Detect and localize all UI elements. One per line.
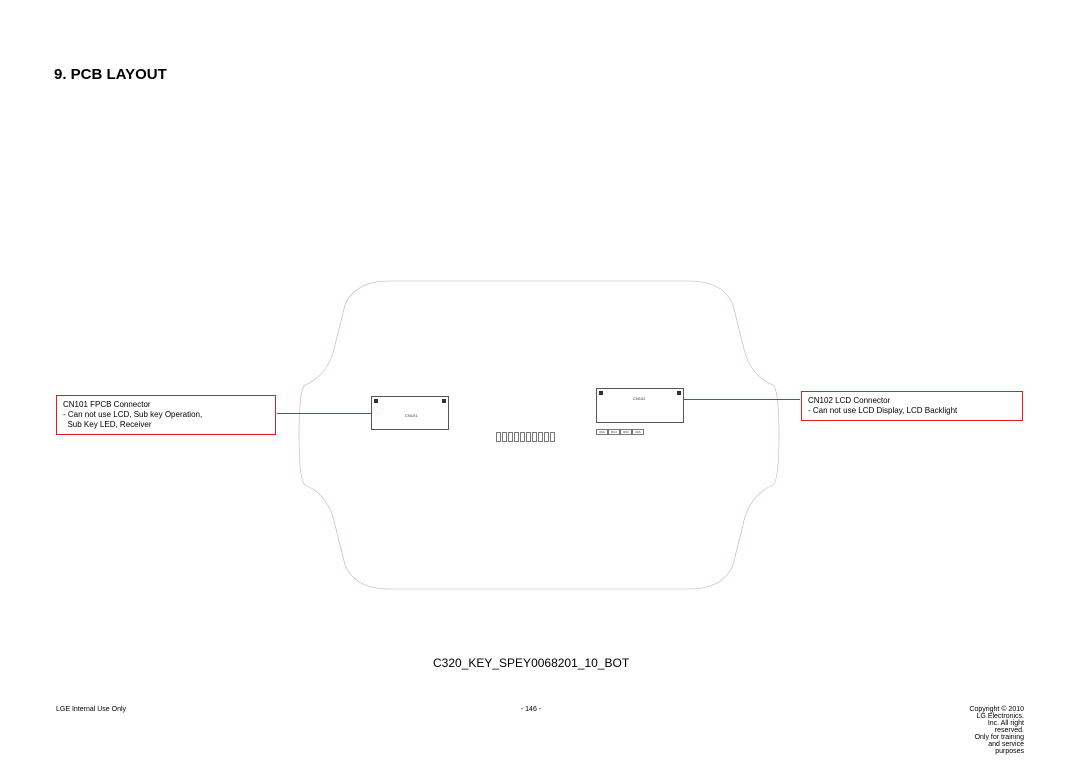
callout-cn101-body: - Can not use LCD, Sub key Operation, Su… — [63, 410, 269, 430]
tiny-label-row: 00ARC2R6300A — [596, 429, 644, 435]
tiny-label: RC2 — [608, 429, 620, 435]
pad-cell — [550, 432, 555, 442]
pad-cell — [496, 432, 501, 442]
pad-cell — [502, 432, 507, 442]
callout-cn102-title: CN102 LCD Connector — [808, 396, 1016, 406]
connector-cn101-label: CN101 — [405, 413, 417, 418]
connector-cn101-notch-tr — [442, 399, 446, 403]
pad-cell — [514, 432, 519, 442]
connector-cn102-notch-tl — [599, 391, 603, 395]
tiny-label: 00A — [632, 429, 644, 435]
callout-cn101-title: CN101 FPCB Connector — [63, 400, 269, 410]
pad-row — [496, 432, 555, 442]
pad-cell — [532, 432, 537, 442]
pad-cell — [508, 432, 513, 442]
footer-left: LGE Internal Use Only — [56, 706, 126, 713]
tiny-label: R63 — [620, 429, 632, 435]
connector-cn102 — [596, 388, 684, 423]
leader-cn101 — [277, 413, 371, 414]
footer-right-line2: Only for training and service purposes — [968, 734, 1024, 755]
tiny-label: 00A — [596, 429, 608, 435]
callout-cn101: CN101 FPCB Connector - Can not use LCD, … — [56, 395, 276, 435]
connector-cn102-label: CN102 — [633, 396, 645, 401]
figure-label: C320_KEY_SPEY0068201_10_BOT — [433, 656, 629, 670]
callout-cn102-body: - Can not use LCD Display, LCD Backlight — [808, 406, 1016, 416]
pad-cell — [538, 432, 543, 442]
connector-cn102-notch-tr — [677, 391, 681, 395]
connector-cn101-notch-tl — [374, 399, 378, 403]
section-title: 9. PCB LAYOUT — [54, 66, 167, 83]
footer-center: - 146 - — [521, 706, 541, 713]
pad-cell — [520, 432, 525, 442]
pad-cell — [526, 432, 531, 442]
pad-cell — [544, 432, 549, 442]
footer-right-line1: Copyright © 2010 LG Electronics. Inc. Al… — [968, 706, 1024, 734]
footer-right: Copyright © 2010 LG Electronics. Inc. Al… — [968, 706, 1024, 755]
leader-cn102 — [665, 399, 800, 400]
callout-cn102: CN102 LCD Connector - Can not use LCD Di… — [801, 391, 1023, 421]
